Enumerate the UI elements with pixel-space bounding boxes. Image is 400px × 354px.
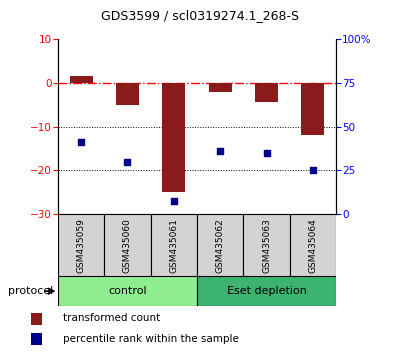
Bar — [31, 313, 42, 325]
Text: GSM435059: GSM435059 — [77, 218, 86, 273]
Bar — [58, 276, 197, 306]
Bar — [151, 214, 197, 276]
Bar — [243, 214, 290, 276]
Text: Eset depletion: Eset depletion — [226, 286, 306, 296]
Bar — [255, 83, 278, 102]
Bar — [301, 83, 324, 135]
Text: GSM435060: GSM435060 — [123, 218, 132, 273]
Bar — [208, 83, 232, 92]
Point — [217, 148, 223, 154]
Text: GSM435064: GSM435064 — [308, 218, 317, 273]
Text: transformed count: transformed count — [63, 313, 160, 323]
Point — [171, 198, 177, 204]
Text: GSM435061: GSM435061 — [169, 218, 178, 273]
Bar — [162, 83, 186, 192]
Bar — [197, 214, 243, 276]
Point — [78, 139, 84, 145]
Point — [263, 150, 270, 156]
Point — [124, 159, 131, 164]
Text: GDS3599 / scl0319274.1_268-S: GDS3599 / scl0319274.1_268-S — [101, 9, 299, 22]
Point — [310, 167, 316, 173]
Bar — [290, 214, 336, 276]
Text: GSM435062: GSM435062 — [216, 218, 225, 273]
Text: GSM435063: GSM435063 — [262, 218, 271, 273]
Bar — [70, 76, 93, 83]
Text: percentile rank within the sample: percentile rank within the sample — [63, 334, 239, 344]
Bar — [104, 214, 151, 276]
Bar — [116, 83, 139, 105]
Text: control: control — [108, 286, 147, 296]
Text: protocol: protocol — [8, 286, 53, 296]
Bar — [197, 276, 336, 306]
Bar — [58, 214, 104, 276]
Bar — [31, 333, 42, 346]
